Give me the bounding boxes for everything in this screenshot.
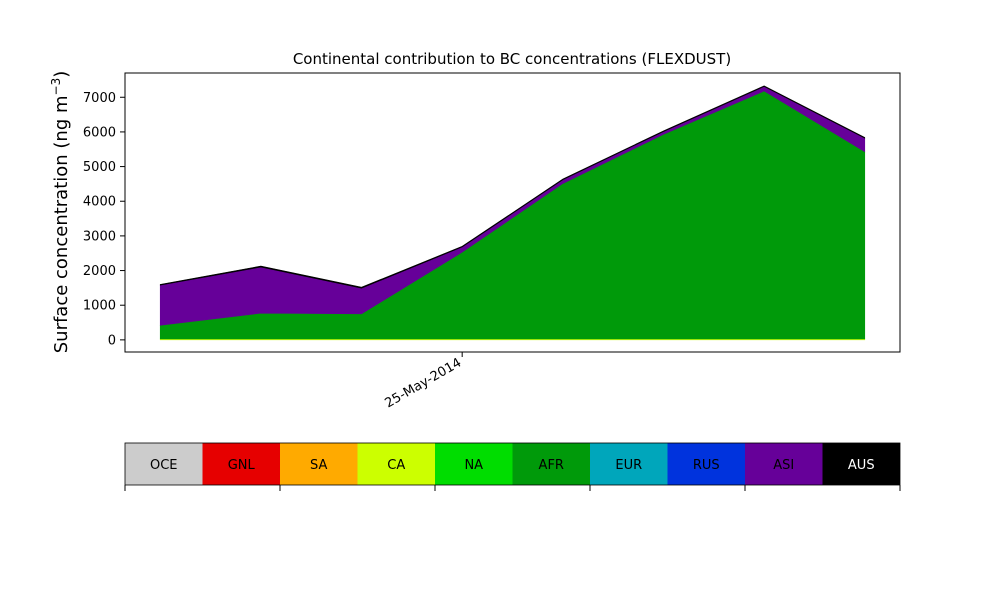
legend-label-asi: ASI: [773, 458, 794, 473]
y-tick-label-3000: 3000: [83, 229, 116, 244]
legend-label-oce: OCE: [150, 458, 178, 473]
plot-frame: [124, 72, 901, 353]
y-tick-label-7000: 7000: [83, 91, 116, 106]
y-axis-label: Surface concentration (ng m−3): [49, 71, 72, 354]
area-aus: [159, 85, 866, 289]
legend-label-ca: CA: [387, 458, 405, 473]
y-axis-label-superscript: −3: [49, 78, 63, 96]
y-tick-label-2000: 2000: [83, 264, 116, 279]
legend-label-sa: SA: [310, 458, 327, 473]
legend-swatch-afr: [512, 443, 590, 485]
legend-swatch-gnl: [202, 443, 280, 485]
legend-swatch-sa: [280, 443, 358, 485]
legend-label-afr: AFR: [539, 458, 564, 473]
legend-swatch-asi: [745, 443, 823, 485]
legend-label-na: NA: [464, 458, 483, 473]
legend-frame: [124, 442, 901, 486]
legend-label-gnl: GNL: [228, 458, 256, 473]
y-tick-label-4000: 4000: [83, 195, 116, 210]
y-axis-label-text: Surface concentration (ng m: [51, 95, 72, 353]
y-tick-label-0: 0: [108, 333, 116, 348]
legend-colorbar: OCE GNL SA CA NA AFR EUR RUS ASI AUS: [124, 442, 901, 491]
y-tick-label-6000: 6000: [83, 125, 116, 140]
y-tick-label-5000: 5000: [83, 160, 116, 175]
legend-swatch-oce: [125, 443, 203, 485]
legend-swatch-na: [435, 443, 513, 485]
legend-label-aus: AUS: [848, 458, 875, 473]
y-axis-label-close: ): [51, 71, 72, 78]
y-tick-label-1000: 1000: [83, 299, 116, 314]
legend-swatch-eur: [590, 443, 668, 485]
legend-label-rus: RUS: [693, 458, 720, 473]
legend-swatch-ca: [357, 443, 435, 485]
legend-swatch-rus: [667, 443, 745, 485]
legend-swatch-aus: [822, 443, 900, 485]
chart-title: Continental contribution to BC concentra…: [293, 50, 731, 68]
legend-label-eur: EUR: [615, 458, 642, 473]
